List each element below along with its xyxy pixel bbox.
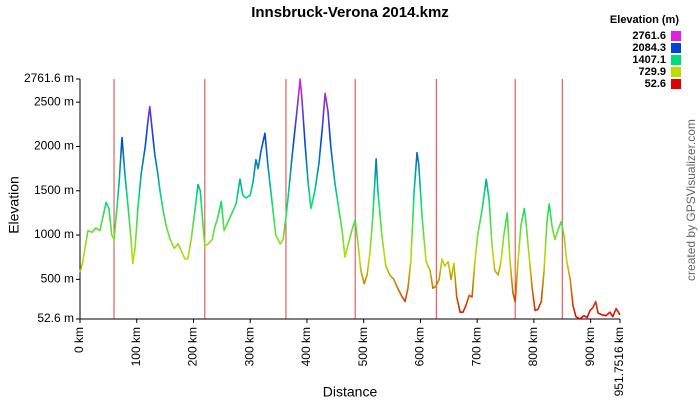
x-tick-label: 100 km: [129, 327, 143, 366]
legend-swatch: [671, 79, 681, 89]
legend-swatch: [671, 43, 681, 53]
y-tick-label: 52.6 m: [37, 311, 74, 325]
x-tick-label: 951.7516 km: [612, 327, 626, 396]
legend-label: 52.6: [645, 78, 666, 90]
x-tick-label: 900 km: [583, 327, 597, 366]
x-tick-label: 500 km: [356, 327, 370, 366]
legend-title: Elevation (m): [610, 14, 679, 26]
x-tick-label: 700 km: [469, 327, 483, 366]
x-axis-title: Distance: [323, 384, 378, 400]
credit: created by GPSVisualizer.com: [684, 119, 698, 281]
legend-label: 2761.6: [632, 30, 666, 42]
x-tick-label: 200 km: [186, 327, 200, 366]
chart-title: Innsbruck-Verona 2014.kmz: [251, 4, 449, 21]
legend-swatch: [671, 31, 681, 41]
y-tick-label: 2000 m: [34, 139, 74, 153]
legend-label: 1407.1: [632, 54, 666, 66]
x-tick-label: 400 km: [299, 327, 313, 366]
elevation-line: [79, 78, 621, 320]
y-tick-label: 500 m: [41, 272, 74, 286]
legend-swatch: [671, 67, 681, 77]
y-axis-title: Elevation: [6, 176, 22, 234]
x-tick-label: 300 km: [242, 327, 256, 366]
legend-label: 2084.3: [632, 42, 666, 54]
legend-label: 729.9: [638, 66, 666, 78]
y-tick-label: 1000 m: [34, 227, 74, 241]
legend-swatch: [671, 55, 681, 65]
x-tick-label: 600 km: [413, 327, 427, 366]
y-tick-label: 1500 m: [34, 183, 74, 197]
y-tick-label: 2761.6 m: [24, 71, 74, 85]
x-tick-label: 0 km: [72, 327, 86, 353]
y-tick-label: 2500 m: [34, 94, 74, 108]
x-tick-label: 800 km: [526, 327, 540, 366]
